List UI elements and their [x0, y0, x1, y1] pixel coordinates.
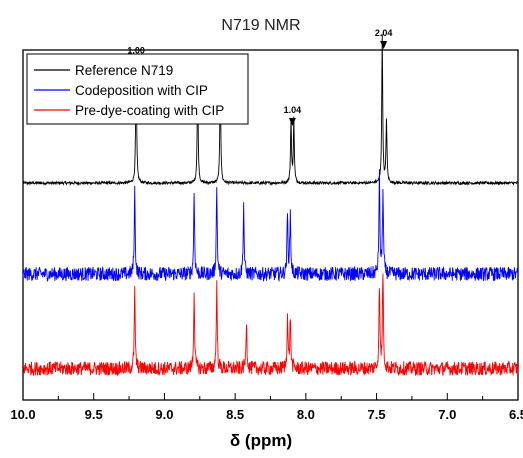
chart-title: N719 NMR	[221, 17, 300, 34]
peak-arrow	[380, 41, 387, 49]
integration-label: 2.04	[375, 28, 393, 38]
x-tick-label: 7.5	[368, 407, 386, 422]
legend: Reference N719 Codeposition with CIP Pre-d…	[27, 54, 248, 124]
x-axis: 10.0 9.5 9.0 8.5 8.0 7.5 7.0 6.5	[10, 393, 523, 422]
x-tick-label: 8.0	[297, 407, 315, 422]
legend-label: Pre-dye-coating with CIP	[75, 103, 224, 118]
x-tick-label: 9.0	[155, 407, 173, 422]
legend-label: Codeposition with CIP	[75, 83, 208, 98]
x-tick-label: 7.0	[438, 407, 456, 422]
x-tick-label: 8.5	[226, 407, 244, 422]
integration-label: 1.04	[284, 105, 302, 115]
series-line	[23, 169, 518, 281]
x-tick-label: 9.5	[85, 407, 103, 422]
series-line	[23, 273, 518, 375]
legend-label: Reference N719	[75, 63, 173, 78]
x-tick-label: 6.5	[509, 407, 523, 422]
peak-arrow	[289, 118, 296, 126]
x-tick-label: 10.0	[10, 407, 35, 422]
x-axis-label: δ (ppm)	[230, 431, 292, 450]
